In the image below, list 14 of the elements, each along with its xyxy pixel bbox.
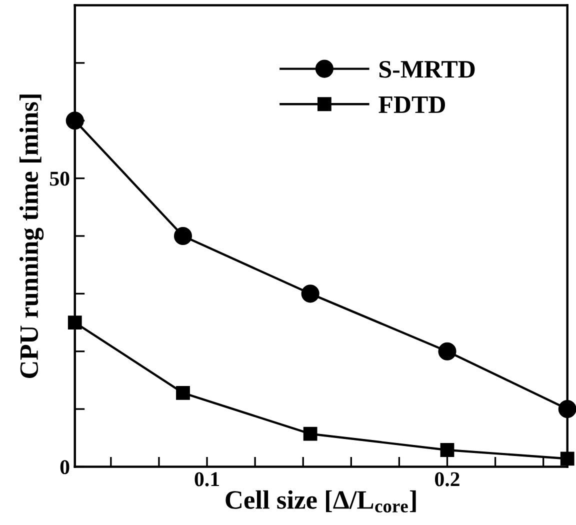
x-axis-title: Cell size [Δ/L$_{core}$]: [226, 490, 416, 512]
x-tick-label: 0.2: [435, 472, 460, 486]
y-tick-label: 50: [50, 172, 70, 186]
point: [440, 443, 454, 457]
y-tick-label: 0: [60, 460, 70, 474]
x-tick-label: 0.1: [194, 472, 219, 486]
legend-label: S-MRTD: [380, 61, 475, 78]
point: [438, 342, 456, 360]
point: [303, 426, 318, 441]
point: [301, 284, 320, 303]
point: [176, 386, 190, 400]
legend-label: FDTD: [378, 96, 446, 113]
point: [174, 226, 192, 246]
y-axis-title: CPU running time [mins]: [19, 94, 44, 378]
